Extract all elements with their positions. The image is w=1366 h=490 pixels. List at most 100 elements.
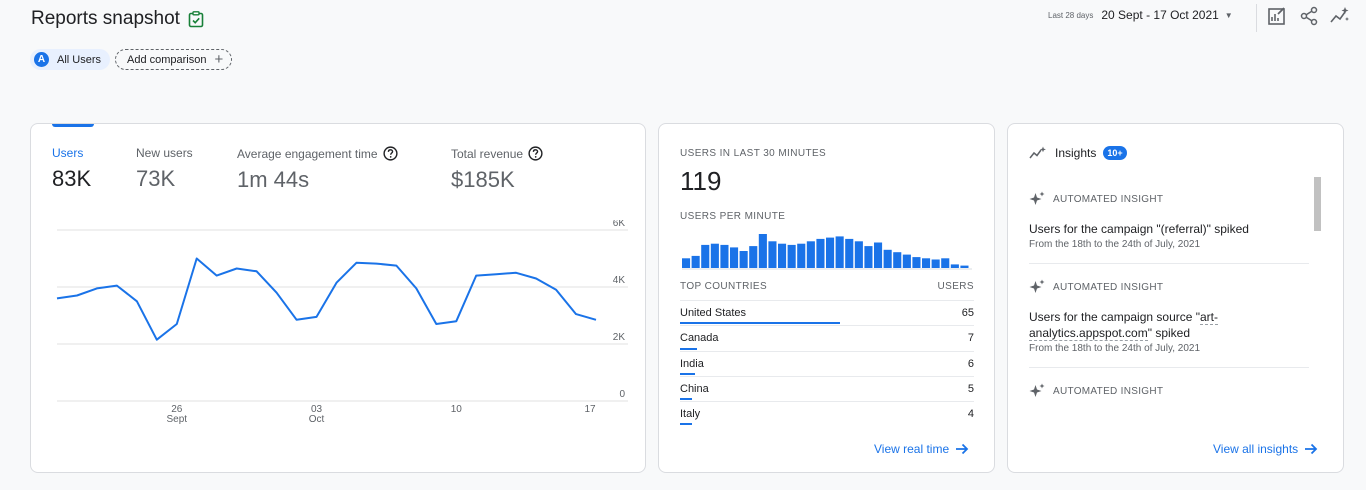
metric-tab-avg-engagement-time[interactable]: Average engagement time 1m 44s [237,146,398,193]
minute-bar[interactable] [883,249,892,268]
view-real-time-label: View real time [874,442,950,456]
y-tick-label: 6K [613,220,626,229]
minute-bar[interactable] [922,258,931,268]
minute-bar[interactable] [720,244,729,268]
minute-bar[interactable] [902,254,911,268]
view-real-time-link[interactable]: View real time [874,442,969,456]
minute-bar[interactable] [893,252,902,268]
insight-source-link[interactable]: art-analytics.appspot.com [1029,310,1218,341]
overview-card: Users 83K New users 73K Average engageme… [30,123,646,473]
country-share-bar [680,398,693,401]
realtime-users-value: 119 [680,166,722,196]
minute-bar[interactable] [845,238,854,268]
top-countries-table: United States 65 Canada 7 India 6 China … [680,300,974,426]
minute-bar[interactable] [739,251,748,268]
comparison-chip-all-users[interactable]: A All Users [30,49,111,70]
x-tick-month: Sept [166,414,187,425]
country-users: 65 [961,307,974,319]
country-name: India [680,357,704,370]
country-share-bar [680,322,840,325]
sparkle-icon [1029,383,1045,397]
minute-bar[interactable] [854,241,863,268]
insights-icon[interactable] [1330,6,1350,26]
minute-bar[interactable] [710,243,719,268]
realtime-heading: USERS IN LAST 30 MINUTES [680,148,827,159]
page-title: Reports snapshot [31,8,180,29]
customize-report-icon[interactable] [1267,6,1287,26]
country-users: 5 [967,382,974,395]
table-row: Italy 4 [680,401,974,426]
insights-title: Insights [1055,146,1097,160]
minute-bar[interactable] [931,259,940,269]
users-series-line[interactable] [56,257,597,341]
minute-bar[interactable] [874,242,883,269]
minute-bar[interactable] [749,246,758,268]
share-icon[interactable] [1299,6,1319,26]
country-name: Canada [680,332,719,345]
insight-tag: AUTOMATED INSIGHT [1053,194,1164,205]
country-users: 4 [967,408,974,421]
table-row: Canada 7 [680,325,974,350]
all-users-label: All Users [57,53,102,66]
insights-card: Insights 10+ AUTOMATED INSIGHT Users for… [1007,123,1344,473]
minute-bar[interactable] [758,234,767,268]
metric-label: Average engagement time [237,146,378,161]
top-countries-header: TOP COUNTRIES USERS [680,281,974,292]
metric-value: 73K [136,166,176,191]
metric-tab-users[interactable]: Users 83K [52,146,91,192]
minute-bar[interactable] [864,246,873,268]
plus-icon: + [214,51,224,68]
minute-bar[interactable] [826,237,835,268]
date-range-picker[interactable]: Last 28 days 20 Sept - 17 Oct 2021 ▼ [1048,8,1233,22]
sparkle-icon [1029,279,1045,293]
insight-date: From the 18th to the 24th of July, 2021 [1029,239,1201,250]
minute-bar[interactable] [960,265,969,268]
insight-item[interactable]: AUTOMATED INSIGHT Users for the campaign… [1029,191,1309,250]
trending-sparkle-icon [1029,146,1046,159]
metric-tab-total-revenue[interactable]: Total revenue $185K [451,146,543,193]
minute-bar[interactable] [768,241,777,268]
insight-item[interactable]: AUTOMATED INSIGHT [1029,383,1309,400]
y-tick-label: 0 [619,389,625,400]
users-per-minute-chart [682,234,972,270]
insights-scrollbar[interactable] [1314,177,1321,231]
metric-value: 1m 44s [237,167,310,192]
view-all-insights-link[interactable]: View all insights [1213,442,1318,456]
minute-bar[interactable] [787,244,796,268]
date-range-value: 20 Sept - 17 Oct 2021 [1101,8,1219,22]
arrow-right-icon [956,443,969,455]
add-comparison-button[interactable]: Add comparison + [115,49,233,70]
help-icon[interactable] [382,146,398,161]
country-users: 6 [967,357,974,370]
insight-divider [1029,367,1309,368]
insight-tag: AUTOMATED INSIGHT [1053,282,1164,293]
minute-bar[interactable] [912,257,921,268]
caret-down-icon: ▼ [1224,10,1233,20]
minute-bar[interactable] [778,243,787,268]
country-users: 7 [967,332,974,345]
insight-title-text: Users for the campaign source " [1029,310,1200,324]
table-row: China 5 [680,375,974,401]
minute-bar[interactable] [682,258,691,268]
minute-bar[interactable] [806,241,815,268]
metric-value: $185K [451,167,515,192]
minute-bar[interactable] [816,238,825,268]
minute-bar[interactable] [797,243,806,268]
insight-item[interactable]: AUTOMATED INSIGHT Users for the campaign… [1029,279,1309,354]
help-icon[interactable] [528,146,543,161]
minute-bar[interactable] [835,236,844,268]
users-per-minute-heading: USERS PER MINUTE [680,211,786,222]
insight-title-text: " spiked [1147,326,1191,340]
minute-bar[interactable] [950,264,959,268]
minute-bar[interactable] [691,255,700,268]
metric-label: Users [52,146,84,160]
verified-report-icon[interactable] [188,11,204,28]
minute-bar[interactable] [730,247,739,268]
minute-bar[interactable] [701,244,710,268]
country-column-header: TOP COUNTRIES [680,281,768,292]
metric-tab-new-users[interactable]: New users 73K [136,146,193,192]
country-share-bar [680,423,692,426]
x-tick-day: 03 [311,404,323,415]
minute-bar[interactable] [941,258,950,268]
